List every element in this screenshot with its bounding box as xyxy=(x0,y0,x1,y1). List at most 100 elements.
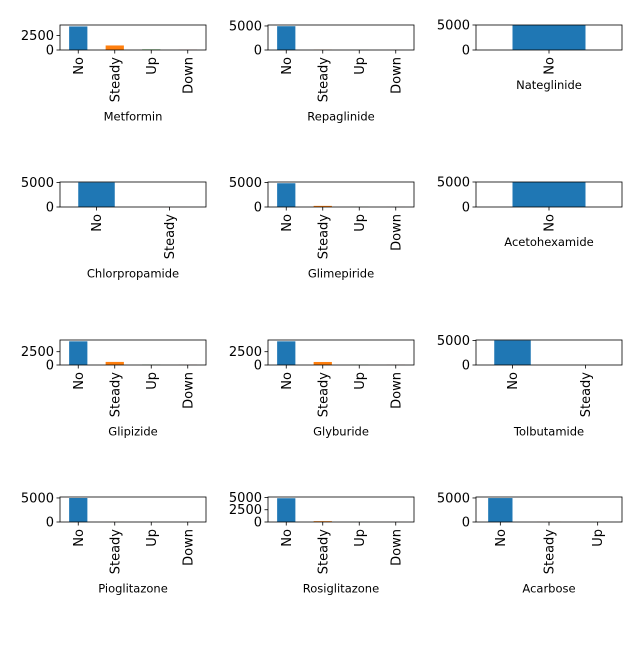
bar-no xyxy=(512,25,586,50)
x-tick-label: Steady xyxy=(316,529,331,575)
axes-frame xyxy=(59,24,207,51)
x-tick-label: Steady xyxy=(579,372,594,418)
x-tick-label: No xyxy=(280,214,295,232)
y-tick-label: 0 xyxy=(46,201,54,216)
x-tick-label: Steady xyxy=(108,372,123,418)
x-tick-label: Steady xyxy=(316,57,331,103)
x-tick-label: Up xyxy=(145,57,160,75)
x-tick-label: Up xyxy=(353,57,368,75)
bar-no xyxy=(494,340,531,365)
y-tick-label: 5000 xyxy=(21,491,54,506)
y-tick-label: 5000 xyxy=(229,176,262,191)
x-tick-label: No xyxy=(90,214,105,232)
x-tick-label: No xyxy=(543,214,558,232)
x-axis-label: Glimepiride xyxy=(308,266,374,280)
x-tick-label: Up xyxy=(353,529,368,547)
y-tick-label: 5000 xyxy=(437,176,470,191)
axes-frame xyxy=(475,339,623,366)
x-tick-label: No xyxy=(280,529,295,547)
axes-frame xyxy=(59,181,207,208)
bar-no xyxy=(78,182,115,207)
y-tick-label: 0 xyxy=(46,44,54,59)
x-tick-label: No xyxy=(506,372,521,390)
bar-no xyxy=(277,341,296,365)
bar-steady xyxy=(105,361,124,365)
subplot-chlorpropamide: 0 5000 No Steady Chlorpropamide xyxy=(21,176,207,280)
x-tick-label: Steady xyxy=(316,214,331,260)
axes-frame xyxy=(267,24,415,51)
y-tick-label: 2500 xyxy=(229,503,262,518)
bar-no xyxy=(69,498,88,522)
bar-no xyxy=(488,498,513,522)
x-tick-label: Down xyxy=(181,529,196,566)
bar-steady xyxy=(313,205,332,207)
y-tick-label: 0 xyxy=(462,359,470,374)
x-tick-label: Down xyxy=(181,57,196,94)
x-axis-label: Glipizide xyxy=(108,424,157,438)
x-tick-label: No xyxy=(72,57,87,75)
x-axis-label: Glyburide xyxy=(313,424,369,438)
subplot-pioglitazone: 0 5000 No Steady Up Down Pioglitazone xyxy=(21,491,207,595)
y-tick-label: 2500 xyxy=(21,29,54,44)
y-tick-label: 2500 xyxy=(229,345,262,360)
y-tick-label: 5000 xyxy=(437,19,470,34)
x-axis-label: Rosiglitazone xyxy=(303,581,379,595)
bar-steady xyxy=(313,521,332,522)
subplot-nateglinide: 0 5000 No Nateglinide xyxy=(437,19,623,92)
axes-frame xyxy=(267,339,415,366)
y-tick-label: 0 xyxy=(254,201,262,216)
y-tick-label: 2500 xyxy=(21,345,54,360)
y-tick-label: 0 xyxy=(254,516,262,531)
y-tick-label: 5000 xyxy=(229,491,262,506)
bar-no xyxy=(277,498,296,522)
x-tick-label: Steady xyxy=(108,529,123,575)
x-tick-label: Down xyxy=(389,529,404,566)
y-tick-label: 5000 xyxy=(437,334,470,349)
x-tick-label: Steady xyxy=(108,57,123,103)
x-axis-label: Nateglinide xyxy=(516,78,582,92)
bar-no xyxy=(512,182,586,207)
axes-frame xyxy=(59,496,207,523)
x-tick-label: Down xyxy=(181,372,196,409)
subplot-repaglinide: 0 5000 No Steady Up Down Repaglinide xyxy=(229,19,415,123)
y-tick-label: 0 xyxy=(254,44,262,59)
x-axis-label: Tolbutamide xyxy=(513,424,584,438)
bar-no xyxy=(69,341,88,365)
y-tick-label: 0 xyxy=(462,516,470,531)
x-axis-label: Repaglinide xyxy=(307,109,374,123)
x-tick-label: Steady xyxy=(316,372,331,418)
y-tick-label: 0 xyxy=(46,359,54,374)
x-tick-label: Steady xyxy=(163,214,178,260)
y-tick-label: 5000 xyxy=(21,176,54,191)
x-tick-label: No xyxy=(280,57,295,75)
axes-frame xyxy=(59,339,207,366)
y-tick-label: 0 xyxy=(462,44,470,59)
y-tick-label: 5000 xyxy=(229,19,262,34)
x-tick-label: Down xyxy=(389,214,404,251)
subplot-acarbose: 0 5000 No Steady Up Acarbose xyxy=(437,491,623,595)
x-tick-label: Up xyxy=(353,214,368,232)
bar-steady xyxy=(105,45,124,50)
subplot-tolbutamide: 0 5000 No Steady Tolbutamide xyxy=(437,334,623,438)
bar-steady xyxy=(313,361,332,365)
bar-no xyxy=(277,183,296,207)
x-tick-label: Steady xyxy=(543,529,558,575)
x-tick-label: Down xyxy=(389,57,404,94)
x-tick-label: No xyxy=(72,529,87,547)
x-axis-label: Acarbose xyxy=(522,581,575,595)
x-tick-label: Up xyxy=(145,529,160,547)
x-axis-label: Metformin xyxy=(104,109,163,123)
y-tick-label: 5000 xyxy=(437,491,470,506)
x-axis-label: Acetohexamide xyxy=(504,235,593,249)
x-tick-label: No xyxy=(543,57,558,75)
subplot-acetohexamide: 0 5000 No Acetohexamide xyxy=(437,176,623,249)
y-tick-label: 0 xyxy=(254,359,262,374)
x-tick-label: Up xyxy=(353,372,368,390)
x-tick-label: No xyxy=(494,529,509,547)
bar-no xyxy=(69,26,88,50)
